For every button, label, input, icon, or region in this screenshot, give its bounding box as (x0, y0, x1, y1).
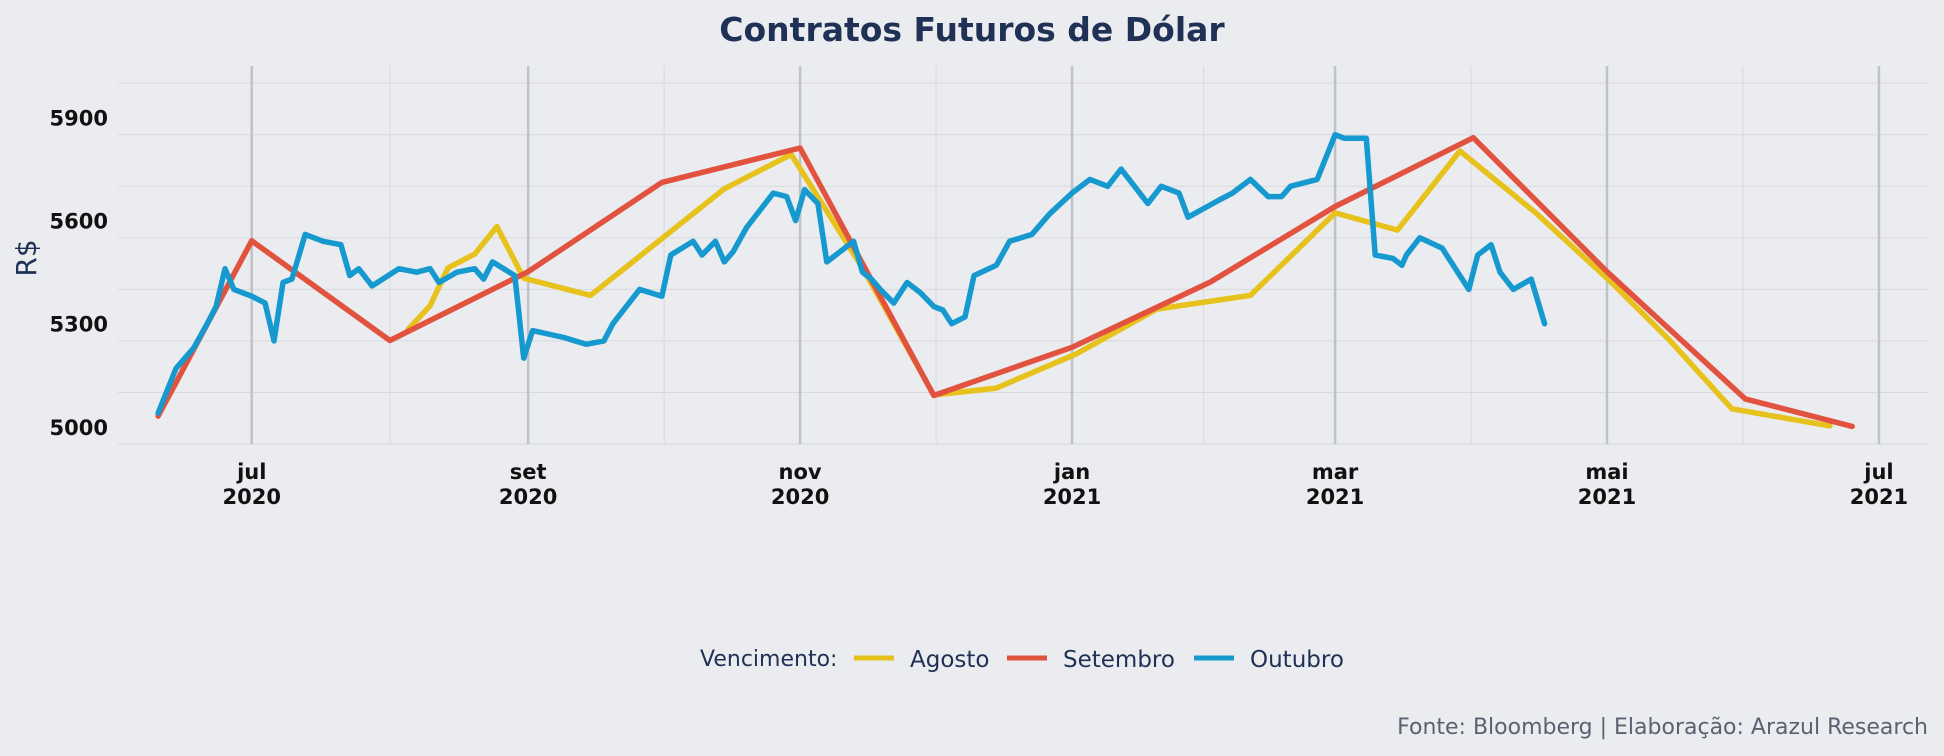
legend-title: Vencimento: (700, 647, 837, 672)
series-line-agosto (405, 148, 1833, 429)
x-tick-label: 2021 (1306, 485, 1364, 509)
legend-label-agosto: Agosto (910, 647, 989, 673)
x-tick-label: nov (779, 460, 822, 484)
chart-caption: Fonte: Bloomberg | Elaboração: Arazul Re… (1397, 715, 1928, 740)
legend: Vencimento: Agosto Setembro Outubro (700, 647, 1344, 673)
x-axis: jul2020set2020nov2020jan2021mar2021mai20… (223, 460, 1909, 509)
x-tick-label: set (510, 460, 547, 484)
series-layer (155, 131, 1855, 430)
grid (118, 66, 1928, 445)
x-tick-label: jul (236, 460, 266, 484)
x-tick-label: mar (1312, 460, 1359, 484)
x-tick-label: 2020 (223, 485, 281, 509)
y-axis: 5000 5300 5600 5900 (50, 107, 108, 440)
legend-label-setembro: Setembro (1063, 647, 1175, 673)
y-tick-label: 5000 (50, 416, 108, 440)
x-tick-label: jul (1863, 460, 1893, 484)
y-tick-label: 5600 (50, 210, 108, 234)
x-tick-label: mai (1585, 460, 1628, 484)
chart-title: Contratos Futuros de Dólar (719, 10, 1225, 49)
x-tick-label: 2020 (499, 485, 557, 509)
x-tick-label: jan (1053, 460, 1090, 484)
series-line-outubro (155, 131, 1548, 416)
series-line-setembro (155, 134, 1855, 430)
x-tick-label: 2021 (1578, 485, 1636, 509)
y-tick-label: 5900 (50, 107, 108, 131)
y-tick-label: 5300 (50, 313, 108, 337)
x-tick-label: 2021 (1043, 485, 1101, 509)
y-axis-label: R$ (10, 239, 43, 276)
x-tick-label: 2021 (1850, 485, 1908, 509)
x-tick-label: 2020 (771, 485, 829, 509)
legend-label-outubro: Outubro (1250, 647, 1344, 673)
